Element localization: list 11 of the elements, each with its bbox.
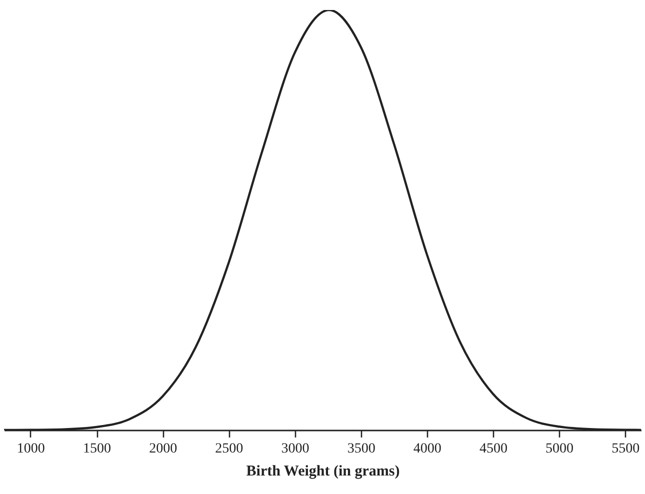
- x-tick-label: 5500: [612, 442, 640, 456]
- x-tick-label: 5000: [546, 442, 574, 456]
- x-tick-label: 4500: [479, 442, 508, 456]
- x-tick-label: 1000: [16, 442, 45, 456]
- x-tick-label: 3500: [347, 442, 376, 456]
- x-axis-title: Birth Weight (in grams): [246, 464, 400, 480]
- x-tick-label: 4000: [413, 442, 442, 456]
- x-tick-label: 1500: [83, 442, 112, 456]
- x-tick-label: 2000: [149, 442, 178, 456]
- x-tick-label: 3000: [281, 442, 310, 456]
- x-tick-label: 2500: [215, 442, 244, 456]
